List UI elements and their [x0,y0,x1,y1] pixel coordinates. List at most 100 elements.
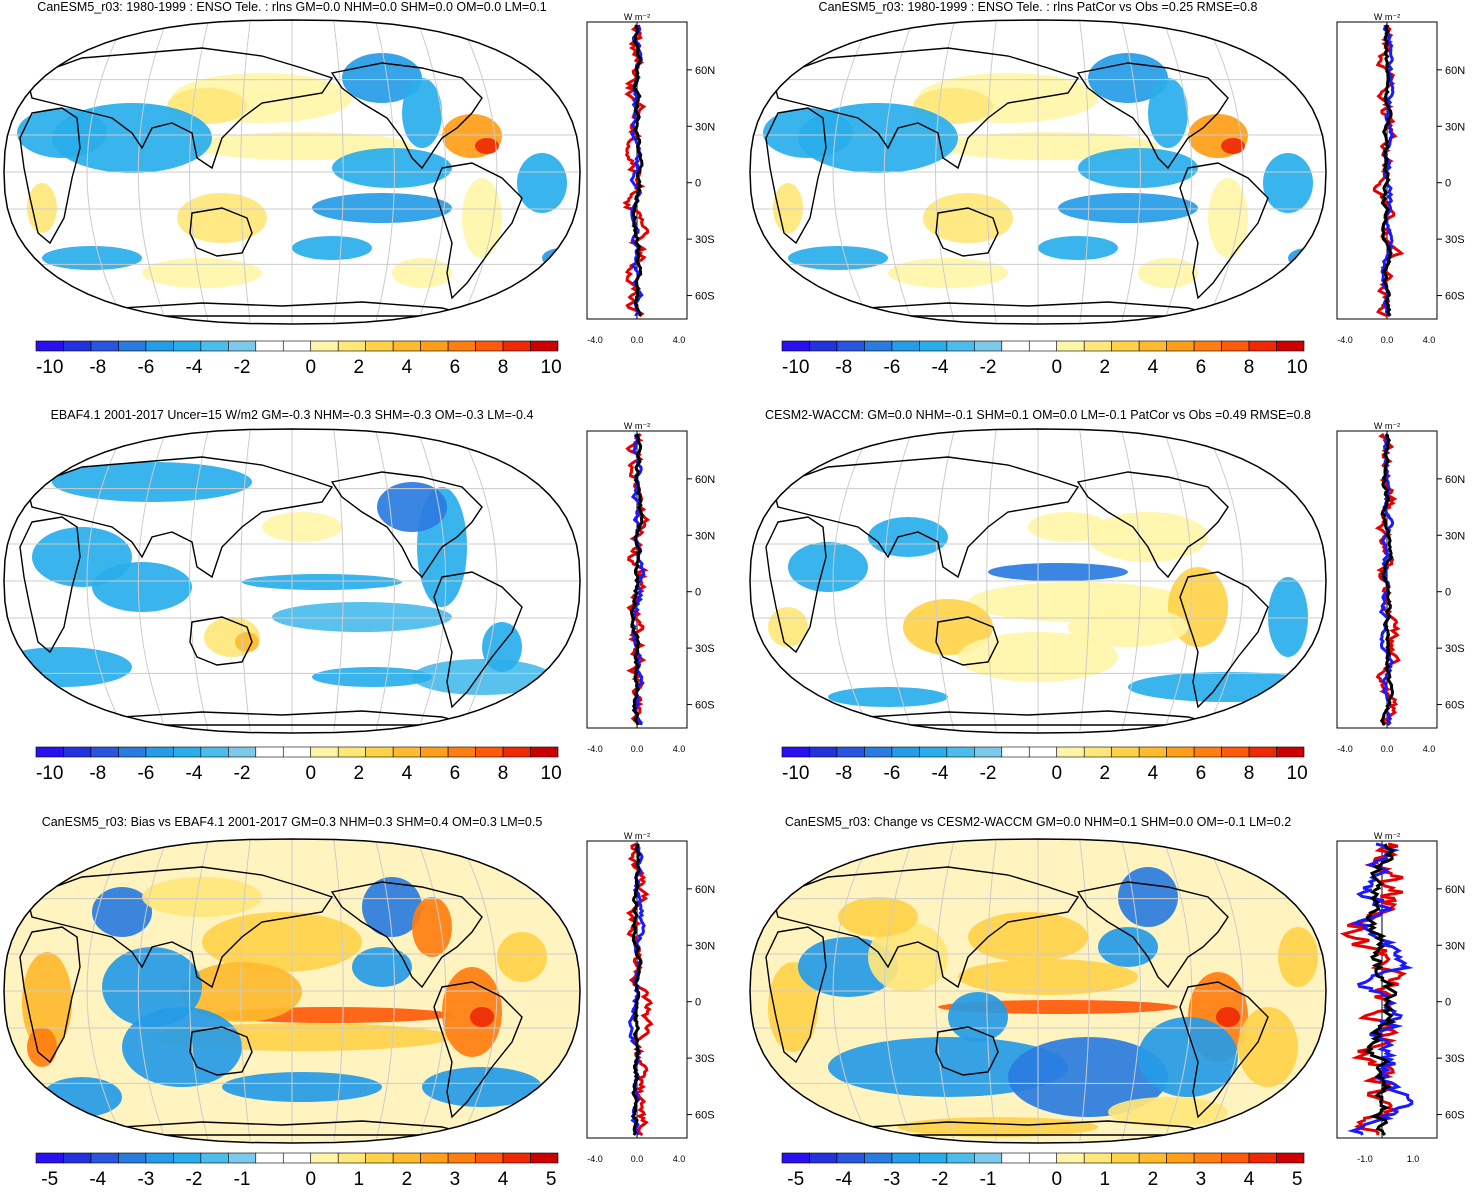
coastlines [765,456,1269,726]
colorbar-swatch [1083,340,1112,352]
colorbar-label: -10 [36,763,63,784]
colorbar-swatch [420,1152,449,1164]
colorbar-label: 0 [1051,1169,1062,1190]
lat-label: 60N [1445,884,1465,896]
colorbar-label: 8 [498,763,509,784]
colorbar-label: -8 [835,763,852,784]
colorbar-swatch [365,1152,394,1164]
colorbar-swatch [118,340,147,352]
colorbar-label: 0 [305,1169,316,1190]
lat-label: 60S [695,700,715,712]
coastlines [765,866,1269,1136]
lat-label: 0 [1445,997,1451,1009]
colorbar-label: -8 [835,357,852,378]
colorbar-label: -6 [137,357,154,378]
colorbar-swatch [1001,1152,1030,1164]
lat-label: 30N [1445,121,1465,133]
colorbar-label: 4 [402,357,413,378]
lat-label: 60S [1445,700,1465,712]
colorbar-swatch [145,340,174,352]
colorbar-swatch [63,340,92,352]
colorbar-swatch [310,1152,339,1164]
profile-series-black [631,843,643,1136]
zonal-profile: W m⁻² 60N 30N 0 30S 60S -1.0 1.0 [1336,831,1465,1164]
profile-x-tick: 0.0 [1381,744,1394,754]
colorbar-swatch [781,746,810,758]
colorbar-swatch [310,340,339,352]
colorbar-swatch [946,1152,975,1164]
colorbar-swatch [365,746,394,758]
map-p3 [3,428,581,734]
colorbar-swatch [1276,340,1305,352]
colorbar-label: 8 [1244,357,1255,378]
colorbar-swatch [1248,340,1277,352]
colorbar-swatch [392,746,421,758]
colorbar-label: -4 [186,763,203,784]
profile-series-black [1363,843,1398,1136]
colorbar-swatch [1166,746,1195,758]
colorbar-label: -6 [137,763,154,784]
colorbar-swatch [809,340,838,352]
colorbar-swatch [1248,746,1277,758]
colorbar-swatch [1276,1152,1305,1164]
profile-x-tick: 1.0 [1407,1154,1420,1164]
map-field [750,429,1326,733]
colorbar-label: -1 [980,1169,997,1190]
colorbar-swatch [337,746,366,758]
colorbar-swatch [392,340,421,352]
colorbar-label: 10 [541,763,562,784]
lat-label: 60S [1445,291,1465,303]
colorbar-swatch [118,1152,147,1164]
profile-unit: W m⁻² [1374,421,1400,431]
colorbar-label: 5 [546,1169,557,1190]
colorbar-swatch [530,1152,559,1164]
colorbar-swatch [35,340,64,352]
colorbar-swatch [502,746,531,758]
lat-label: 30S [1445,1053,1465,1065]
colorbar-swatch [1138,1152,1167,1164]
lat-label: 30S [1445,643,1465,655]
lat-label: 0 [695,178,701,190]
colorbar-swatch [1001,340,1030,352]
colorbar-swatch [836,340,865,352]
colorbar-swatch [1083,1152,1112,1164]
colorbar-label: -10 [782,763,809,784]
profile-x-tick: -4.0 [587,1154,603,1164]
colorbar-swatch [1111,1152,1140,1164]
lat-label: 30N [695,530,715,542]
colorbar-swatch [420,746,449,758]
colorbar-swatch [919,746,948,758]
colorbar-swatch [836,1152,865,1164]
colorbar-label: 2 [354,763,365,784]
colorbar-swatch [1056,340,1085,352]
colorbar-swatch [173,340,202,352]
colorbar-label: -8 [89,357,106,378]
colorbar-label: -4 [835,1169,852,1190]
colorbar-swatch [864,1152,893,1164]
colorbar-label: 10 [1287,357,1308,378]
colorbar-label: 4 [402,763,413,784]
colorbar-label: 2 [1100,763,1111,784]
colorbar-swatch [974,1152,1003,1164]
colorbar-swatch [35,746,64,758]
colorbar-label: 2 [354,357,365,378]
colorbar-label: 4 [1244,1169,1255,1190]
lat-label: 60N [695,884,715,896]
map-p1 [3,19,581,325]
colorbar-label: 0 [305,357,316,378]
colorbar-swatch [337,340,366,352]
graticule [750,20,1326,324]
colorbar-swatch [310,746,339,758]
colorbar-swatch [891,1152,920,1164]
colorbar-swatch [781,340,810,352]
profile-x-tick: 0.0 [631,744,644,754]
profile-unit: W m⁻² [624,421,650,431]
profile-x-tick: 0.0 [631,335,644,345]
map-border [749,428,1327,734]
colorbar-label: -4 [932,357,949,378]
map-p2 [749,19,1327,325]
colorbar-swatch [90,1152,119,1164]
map-p4 [749,428,1327,734]
colorbar-swatch [919,340,948,352]
lat-label: 30N [695,940,715,952]
